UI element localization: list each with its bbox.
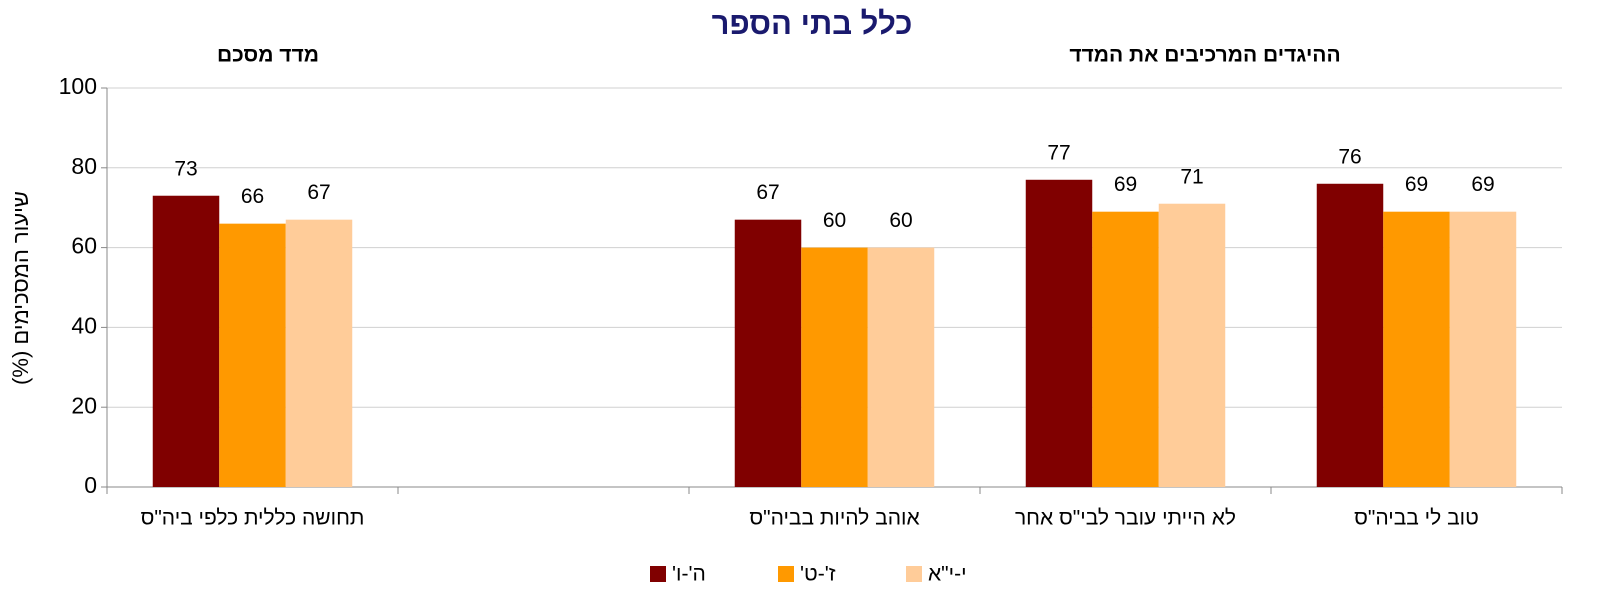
legend-swatch [906, 566, 922, 582]
legend-swatch [778, 566, 794, 582]
legend-label: ה'-ו' [672, 563, 706, 586]
annotation: ההיגדים המרכיבים את המדד [1069, 44, 1340, 67]
bar [1092, 211, 1159, 487]
legend-label: ז'-ט' [800, 563, 836, 586]
bar [1158, 203, 1226, 487]
bar [1316, 183, 1384, 487]
chart-title: כלל בתי הספר [712, 6, 913, 41]
bar [734, 219, 802, 488]
bar [219, 223, 286, 487]
bar [285, 219, 353, 488]
x-tick-label: טוב לי בביה"ס [1354, 507, 1479, 530]
value-label: 66 [241, 185, 264, 208]
x-tick-label: לא הייתי עובר לבי"ס אחר [1015, 507, 1236, 530]
y-axis-label: שיעור המסכימים (%) [8, 191, 33, 385]
x-tick-label: אוהב להיות בביה"ס [749, 507, 919, 530]
value-label: 67 [756, 181, 779, 204]
y-tick-label: 80 [71, 153, 97, 179]
annotation: מדד מסכם [217, 44, 319, 67]
bar [801, 247, 868, 487]
value-label: 60 [823, 209, 846, 232]
y-tick-label: 60 [71, 233, 97, 259]
value-label: 69 [1471, 173, 1494, 196]
y-tick-label: 100 [59, 73, 97, 99]
bar [1449, 211, 1517, 487]
bar [152, 195, 220, 488]
x-tick-label: תחושה כללית כלפי ביה"ס [141, 507, 365, 530]
y-tick-label: 20 [71, 392, 97, 418]
value-label: 69 [1114, 173, 1137, 196]
value-label: 73 [174, 157, 197, 180]
legend-swatch [650, 566, 666, 582]
value-label: 60 [889, 209, 912, 232]
value-label: 76 [1338, 145, 1361, 168]
bar [1383, 211, 1450, 487]
legend-label: י-י"א [928, 563, 967, 586]
value-label: 67 [307, 181, 330, 204]
value-label: 71 [1180, 165, 1203, 188]
y-tick-label: 0 [84, 472, 97, 498]
y-tick-label: 40 [71, 312, 97, 338]
value-label: 69 [1405, 173, 1428, 196]
value-label: 77 [1047, 141, 1070, 164]
bar [867, 247, 935, 487]
bar [1025, 179, 1093, 487]
